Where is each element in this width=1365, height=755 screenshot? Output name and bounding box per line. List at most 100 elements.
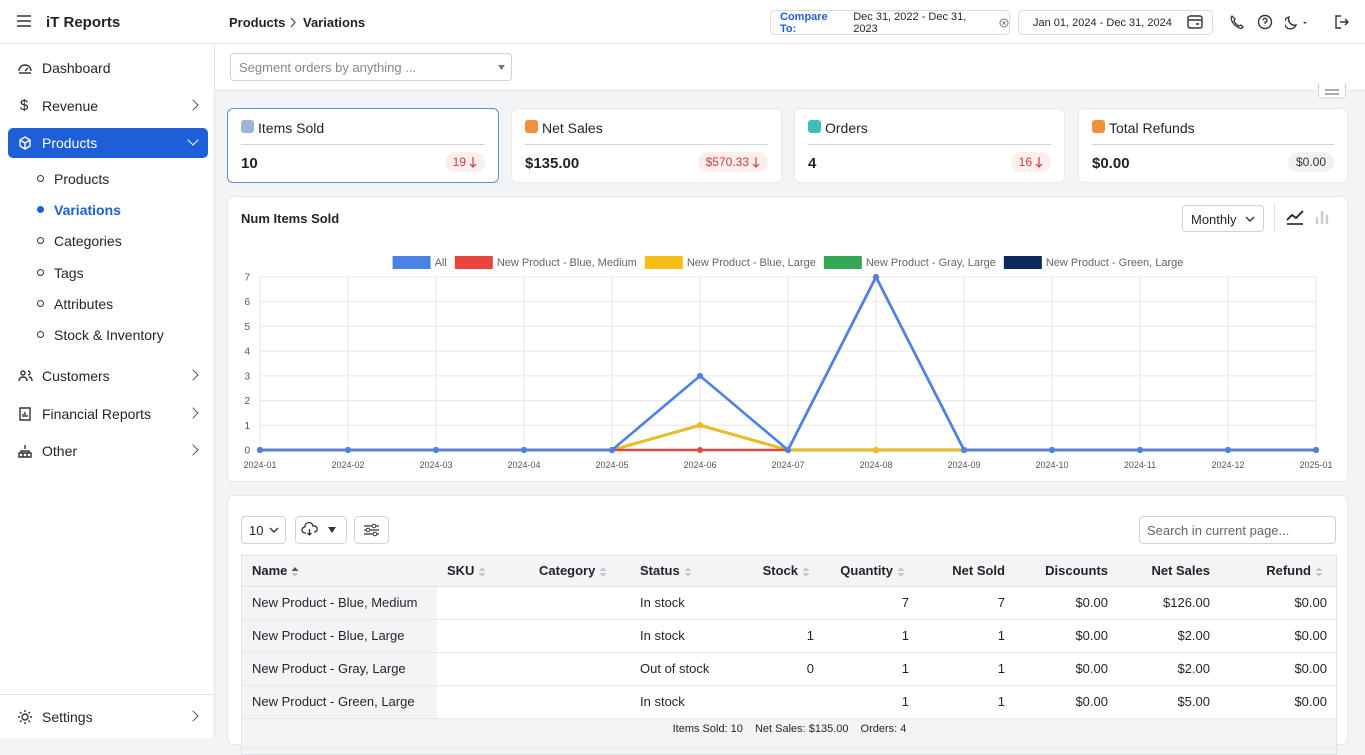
column-title: Net Sales (1151, 563, 1210, 579)
table-cell: 0 (737, 652, 824, 686)
column-header[interactable]: Status (630, 556, 737, 587)
nav-subitem[interactable]: Attributes (54, 296, 114, 312)
column-header[interactable]: Stock (737, 556, 824, 587)
nav-item[interactable]: Other (42, 443, 78, 459)
nav-icon (18, 64, 32, 74)
y-tick-label: 4 (244, 347, 250, 358)
kpi-card[interactable]: Items Sold 10 19 (227, 108, 499, 183)
x-tick-label: 2025-01 (1299, 460, 1332, 470)
legend-swatch (1003, 256, 1042, 269)
breadcrumb: Variations (303, 15, 366, 30)
table-cell (437, 619, 529, 653)
table-row[interactable]: New Product - Blue, Large In stock 1 1 1 $0.0… (242, 619, 1336, 653)
export-button[interactable] (295, 516, 347, 544)
legend-item[interactable]: New Product - Blue, Large (644, 256, 816, 269)
nav-bullet (37, 237, 44, 244)
table-cell: 1 (824, 685, 919, 719)
clear-icon[interactable] (999, 18, 1009, 28)
table-cell (737, 586, 824, 620)
kpi-change: $570.33 (697, 152, 768, 172)
table-row[interactable]: New Product - Gray, Large Out of stock 0 1 1… (242, 652, 1336, 686)
kpi-change-value: $0.00 (1295, 155, 1326, 169)
table-cell (737, 685, 824, 719)
data-point (785, 447, 791, 453)
table-row[interactable]: New Product - Green, Large In stock 1 1 $0.0… (242, 685, 1336, 719)
legend-item[interactable]: New Product - Blue, Medium (454, 256, 637, 269)
bar-chart-toggle[interactable] (1314, 209, 1330, 225)
interval-select[interactable]: Monthly (1182, 205, 1264, 232)
table-cell: In stock (630, 619, 737, 653)
legend-swatch (823, 256, 862, 269)
column-header[interactable]: Discounts (1015, 556, 1118, 587)
nav-item[interactable]: Settings (42, 709, 93, 725)
column-title: Status (640, 563, 680, 579)
column-title: Stock (762, 563, 798, 579)
table-cell: In stock (630, 685, 737, 719)
footer-summary: Orders: 4 (860, 723, 907, 735)
nav-item[interactable]: Dashboard (42, 60, 111, 76)
page-size-select[interactable]: 10 (241, 516, 286, 544)
kpi-card[interactable]: Net Sales $135.00 $570.33 (511, 108, 782, 183)
nav-subitem[interactable]: Stock & Inventory (54, 327, 164, 343)
data-point (1225, 447, 1231, 453)
kpi-card[interactable]: Total Refunds $0.00 $0.00 (1078, 108, 1348, 183)
legend-swatch (644, 256, 683, 269)
line-chart-toggle[interactable] (1286, 209, 1304, 225)
table-cell: $126.00 (1118, 586, 1220, 620)
nav-subitem[interactable]: Variations (54, 202, 121, 218)
help-icon[interactable] (1257, 14, 1273, 30)
sort-icon (291, 566, 299, 577)
nav-item[interactable]: Revenue (42, 98, 99, 114)
column-header[interactable]: Name (242, 556, 437, 587)
table-row[interactable]: New Product - Blue, Medium In stock 7 7 $0.0… (242, 586, 1336, 620)
support-icon[interactable] (1229, 14, 1245, 30)
arrow-path (752, 156, 760, 168)
column-header[interactable]: Category (529, 556, 630, 587)
data-point (1137, 447, 1143, 453)
column-header[interactable]: Refund (1220, 556, 1336, 587)
table-head: Name SKU Category Status Stock Quantity Net So… (242, 556, 1336, 587)
settings-toggle[interactable] (1318, 83, 1346, 99)
segment-select[interactable]: Segment orders by anything ... (230, 53, 512, 81)
table-wrap: Name SKU Category Status Stock Quantity Net So… (241, 555, 1337, 755)
nav-item[interactable]: Financial Reports (42, 406, 151, 422)
y-tick-label: 3 (244, 371, 250, 382)
date-range[interactable]: Jan 01, 2024 - Dec 31, 2024 (1018, 10, 1213, 35)
table-cell: Out of stock (630, 652, 737, 686)
column-header[interactable]: Net Sales (1118, 556, 1220, 587)
legend-item[interactable]: All (392, 256, 447, 269)
column-header[interactable]: Quantity (824, 556, 919, 587)
legend-swatch (454, 256, 493, 269)
nav-subitem[interactable]: Categories (54, 233, 122, 249)
data-point (1313, 447, 1319, 453)
data-point (433, 447, 439, 453)
nav-icon (19, 407, 31, 421)
logout-icon[interactable] (1334, 14, 1350, 30)
table-cell (437, 586, 529, 620)
table-cell: 1 (824, 619, 919, 653)
y-tick-label: 1 (244, 421, 250, 432)
column-header[interactable]: Net Sold (919, 556, 1015, 587)
menu-icon[interactable] (17, 15, 31, 27)
kpi-label: Net Sales (542, 120, 603, 136)
compare-range[interactable]: Compare To: Dec 31, 2022 - Dec 31, 2023 (770, 10, 1010, 35)
nav-subitem[interactable]: Tags (54, 265, 84, 281)
column-settings-button[interactable] (354, 516, 389, 544)
legend-item[interactable]: New Product - Green, Large (1003, 256, 1184, 269)
x-tick-label: 2024-06 (683, 460, 716, 470)
table-cell: $2.00 (1118, 652, 1220, 686)
nav-item[interactable]: Products (8, 128, 208, 158)
table-cell (529, 652, 630, 686)
breadcrumb[interactable]: Products (229, 15, 286, 30)
legend-label: New Product - Gray, Large (866, 257, 996, 269)
nav-item[interactable]: Customers (42, 368, 110, 384)
kpi-card[interactable]: Orders 4 16 (794, 108, 1065, 183)
theme-toggle[interactable] (1285, 14, 1309, 30)
search-input[interactable]: Search in current page... (1139, 516, 1336, 544)
table-panel: 10 Search in current page... Name SKU Cate… (227, 495, 1348, 755)
nav-subitem[interactable]: Products (54, 171, 110, 187)
calendar-icon[interactable] (1187, 15, 1203, 29)
legend-item[interactable]: New Product - Gray, Large (823, 256, 996, 269)
column-header[interactable]: SKU (437, 556, 529, 587)
kpi-swatch (525, 120, 538, 133)
